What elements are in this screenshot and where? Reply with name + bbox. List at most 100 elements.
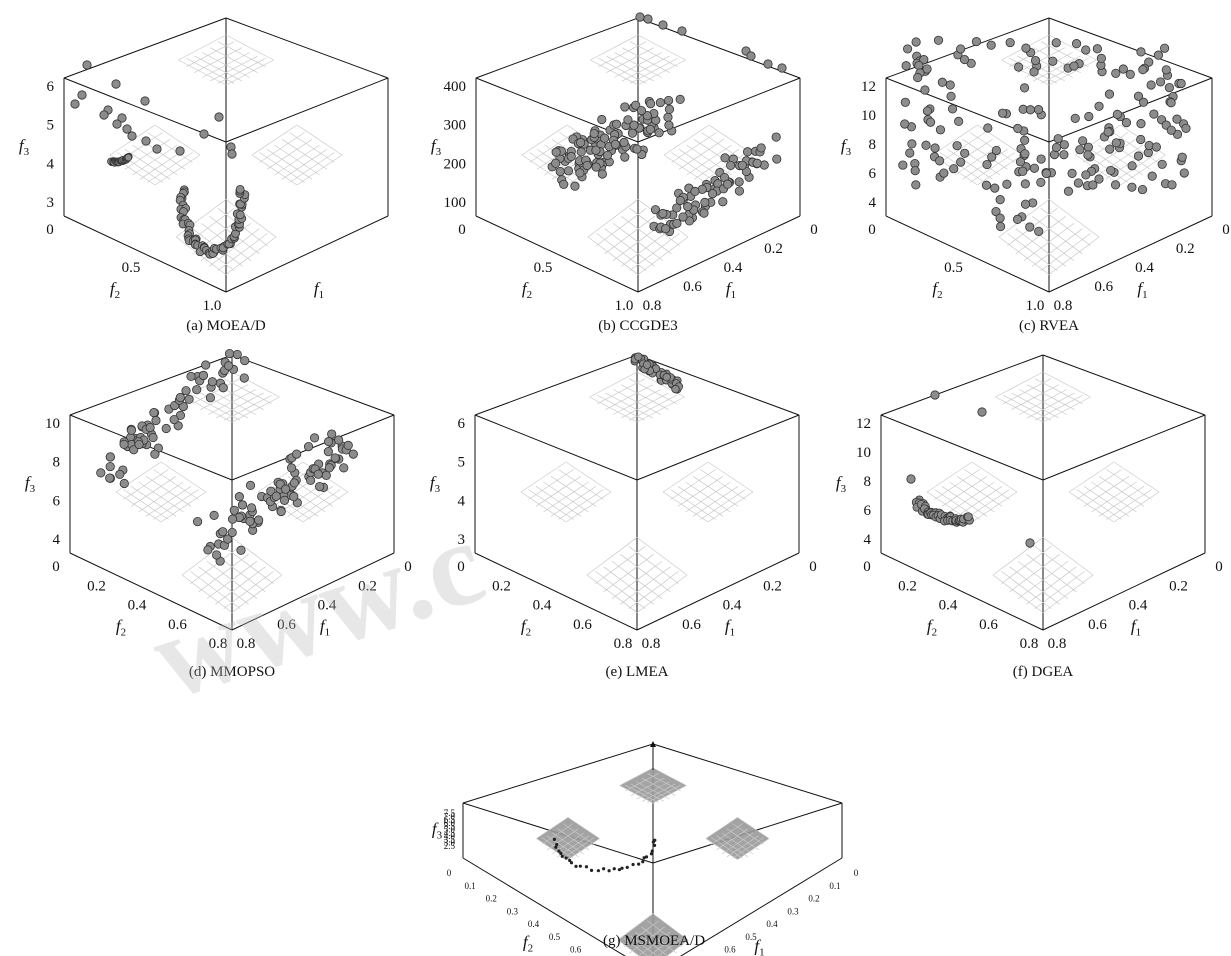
data-point <box>1133 91 1144 101</box>
x-tick-label: 0.8 <box>642 636 661 652</box>
bottom-surface-line <box>648 935 677 956</box>
x-tick-label: 0 <box>854 868 859 878</box>
data-point <box>1070 113 1080 123</box>
top-surface-line <box>652 785 687 804</box>
left-surface-line <box>567 817 600 839</box>
data-point <box>956 44 966 54</box>
y-axis-label: f2 <box>521 617 531 639</box>
data-point <box>175 392 185 403</box>
x-tick-label: 0.2 <box>1169 578 1188 594</box>
data-point <box>1110 180 1121 190</box>
left-surface-line <box>535 486 582 517</box>
data-point <box>555 842 559 847</box>
x-tick-label: 0.5 <box>745 932 757 942</box>
axis-box-edge <box>1042 414 1206 481</box>
left-surface-line <box>123 469 169 500</box>
data-point <box>568 858 572 863</box>
z-tick-label: 4 <box>864 532 872 548</box>
top-surface-line <box>178 34 227 61</box>
data-point <box>305 475 316 486</box>
data-point <box>1002 179 1012 189</box>
data-point <box>1029 163 1040 173</box>
top-surface-line <box>223 395 272 421</box>
z-tick-label: 10 <box>861 108 876 124</box>
data-point <box>129 445 139 455</box>
x-axis-label: f1 <box>1137 279 1147 301</box>
top-surface-line <box>613 389 661 415</box>
data-point <box>635 12 645 22</box>
axis-box-edge <box>462 743 654 804</box>
right-surface-line <box>726 835 759 858</box>
data-point <box>1036 154 1046 164</box>
data-point <box>1051 38 1061 48</box>
data-point <box>671 384 680 394</box>
data-point <box>1005 37 1015 48</box>
data-point <box>140 96 150 106</box>
data-point <box>254 515 264 525</box>
data-point <box>309 433 320 443</box>
data-point <box>576 147 586 157</box>
data-point <box>947 104 958 114</box>
x-tick-label: 0.8 <box>1048 636 1067 652</box>
axis-box-edge <box>475 215 639 293</box>
bottom-surface-line <box>636 574 688 613</box>
data-point <box>1105 144 1115 154</box>
right-surface-line <box>721 832 754 855</box>
left-surface-line <box>969 152 1016 183</box>
z-tick-label: 200 <box>444 156 467 172</box>
z-tick-label: 4.0 <box>444 831 456 841</box>
data-point <box>1133 151 1144 161</box>
right-surface-line <box>677 486 724 517</box>
axis-box-edge <box>880 354 1044 416</box>
left-surface-line <box>550 486 597 517</box>
data-point <box>987 152 997 162</box>
top-surface-line <box>589 371 638 398</box>
top-surface-line <box>637 59 686 86</box>
data-point <box>642 360 652 370</box>
data-point <box>675 195 685 206</box>
x-axis-label: f1 <box>754 937 764 956</box>
left-surface-line <box>941 476 988 507</box>
left-surface-line <box>160 491 207 523</box>
y-axis-label: f2 <box>523 933 533 955</box>
data-point <box>1172 114 1182 124</box>
data-point <box>777 63 787 73</box>
data-point <box>718 197 728 207</box>
bottom-surface-line <box>198 554 249 593</box>
data-point <box>1029 67 1039 77</box>
bottom-surface-line <box>1040 207 1091 247</box>
right-surface-line <box>1091 481 1137 513</box>
x-tick-label: 0.6 <box>683 279 702 295</box>
data-point <box>564 856 568 860</box>
left-surface-line <box>932 124 978 156</box>
bottom-surface-line <box>217 232 268 272</box>
bottom-surface-line <box>1032 228 1083 267</box>
y-tick-label: 0.8 <box>614 636 633 652</box>
y-tick-label: 0.6 <box>570 945 582 955</box>
axis-box-edge <box>63 77 227 143</box>
right-surface-line <box>707 491 754 523</box>
bottom-surface-line <box>998 236 1050 275</box>
data-point <box>96 468 106 478</box>
y-axis-label: f2 <box>116 617 126 639</box>
data-point <box>1103 127 1113 137</box>
top-surface-line <box>217 41 266 67</box>
data-point <box>566 151 576 162</box>
data-point <box>600 133 610 143</box>
top-surface-line <box>192 395 241 421</box>
left-surface-line <box>520 491 567 523</box>
bottom-surface-line <box>181 574 233 613</box>
bottom-surface-line <box>595 545 646 585</box>
bottom-surface-line <box>1026 554 1077 593</box>
data-point <box>559 851 563 855</box>
chart-caption: (c) RVEA <box>1019 318 1079 334</box>
data-point <box>1161 65 1171 75</box>
left-surface-line <box>964 469 1010 500</box>
data-point <box>645 124 655 135</box>
data-point <box>1096 53 1106 64</box>
data-point <box>631 100 641 110</box>
z-tick-label: 5.0 <box>444 825 456 835</box>
chart-caption: (d) MMOPSO <box>189 664 275 680</box>
axis-box-edge <box>1048 215 1213 293</box>
axis-box-edge <box>652 743 843 804</box>
